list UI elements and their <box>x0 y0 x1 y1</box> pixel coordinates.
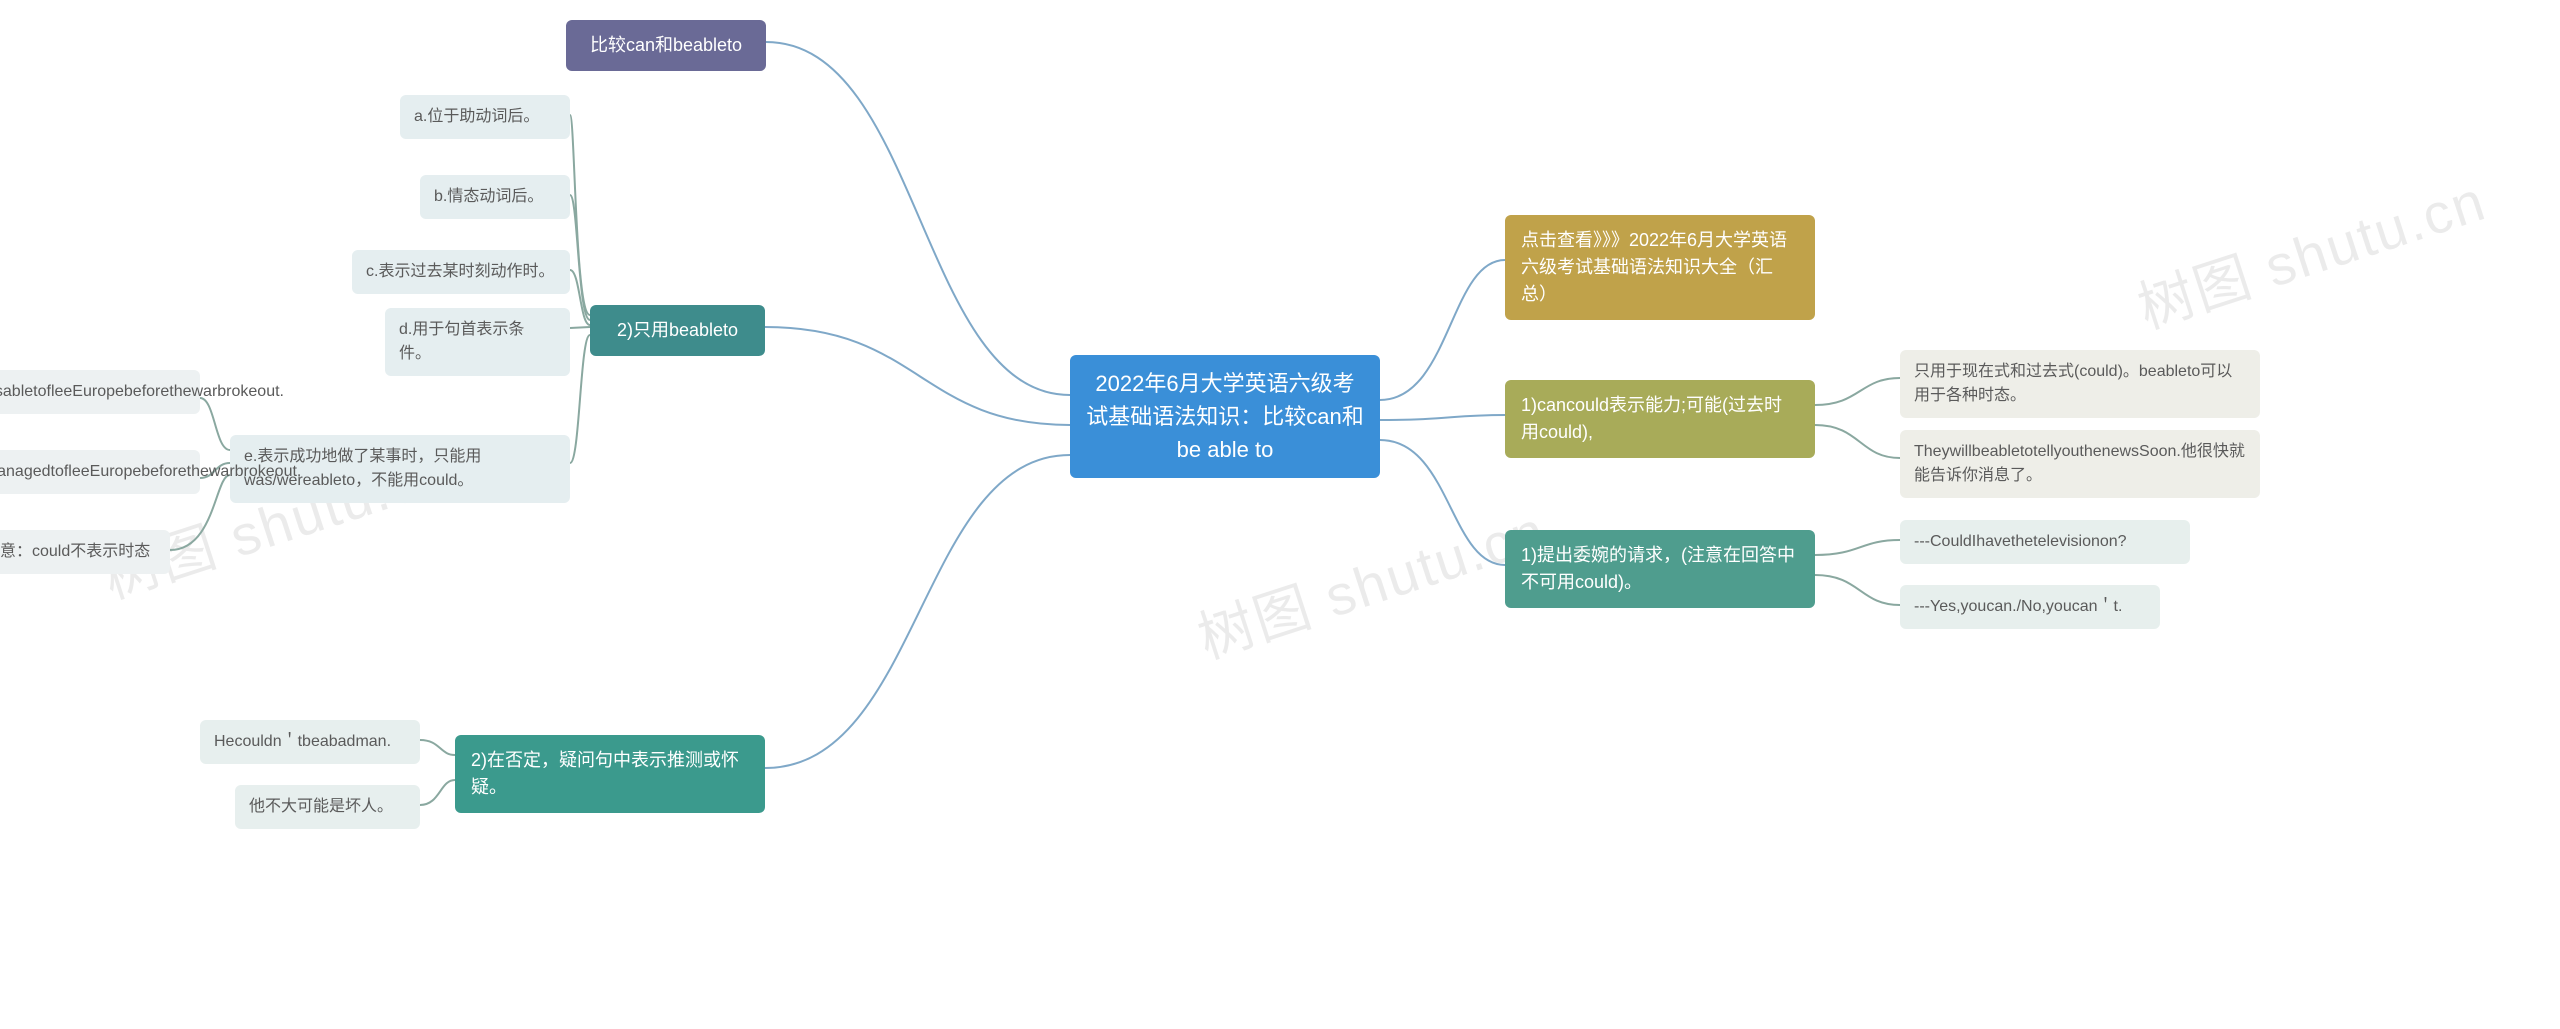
leaf-label: b.情态动词后。 <box>434 188 543 205</box>
leaf-label: c.表示过去某时刻动作时。 <box>366 263 554 280</box>
leaf-r2-0: 只用于现在式和过去式(could)。beableto可以用于各种时态。 <box>1900 350 2260 418</box>
leaf-l2-d: d.用于句首表示条件。 <box>385 308 570 376</box>
branch-label: 2)只用beableto <box>617 320 738 340</box>
leaf-r3-1: ---Yes,youcan./No,youcan＇t. <box>1900 585 2160 629</box>
leaf-label: TheywillbeabletotellyouthenewsSoon.他很快就能… <box>1914 443 2245 484</box>
leaf-l2-e-sub2: 注意：could不表示时态 <box>0 530 170 574</box>
branch-label: 1)提出委婉的请求，(注意在回答中不可用could)。 <box>1521 545 1795 592</box>
watermark: 树图 shutu.cn <box>1186 486 1555 675</box>
leaf-label: Hecouldn＇tbeabadman. <box>214 733 391 750</box>
branch-label: 1)cancould表示能力;可能(过去时用could), <box>1521 395 1782 442</box>
leaf-label: ---CouldIhavethetelevisionon? <box>1914 533 2127 550</box>
leaf-l2-a: a.位于助动词后。 <box>400 95 570 139</box>
connector-layer <box>0 0 2560 1029</box>
leaf-label: 只用于现在式和过去式(could)。beableto可以用于各种时态。 <box>1914 363 2232 404</box>
branch-r1: 点击查看》》》2022年6月大学英语六级考试基础语法知识大全（汇总） <box>1505 215 1815 320</box>
branch-l2: 2)只用beableto <box>590 305 765 356</box>
leaf-l2-e-sub0: HewasabletofleeEuropebeforethewarbrokeou… <box>0 370 200 414</box>
branch-l1: 比较can和beableto <box>566 20 766 71</box>
leaf-label: HewasabletofleeEuropebeforethewarbrokeou… <box>0 383 284 400</box>
leaf-l2-e-sub1: =HemanagedtofleeEuropebeforethewarbrokeo… <box>0 450 200 494</box>
leaf-l2-c: c.表示过去某时刻动作时。 <box>352 250 570 294</box>
root-node: 2022年6月大学英语六级考试基础语法知识：比较can和be able to <box>1070 355 1380 478</box>
branch-l3: 2)在否定，疑问句中表示推测或怀疑。 <box>455 735 765 813</box>
branch-r2: 1)cancould表示能力;可能(过去时用could), <box>1505 380 1815 458</box>
leaf-label: d.用于句首表示条件。 <box>399 321 524 362</box>
leaf-label: a.位于助动词后。 <box>414 108 539 125</box>
watermark: 树图 shutu.cn <box>2126 156 2495 345</box>
leaf-l2-b: b.情态动词后。 <box>420 175 570 219</box>
leaf-r2-1: TheywillbeabletotellyouthenewsSoon.他很快就能… <box>1900 430 2260 498</box>
leaf-label: 他不大可能是坏人。 <box>249 798 393 815</box>
branch-label: 比较can和beableto <box>590 35 742 55</box>
leaf-l3-0: Hecouldn＇tbeabadman. <box>200 720 420 764</box>
leaf-label: 注意：could不表示时态 <box>0 543 150 560</box>
leaf-label: ---Yes,youcan./No,youcan＇t. <box>1914 598 2122 615</box>
branch-label: 2)在否定，疑问句中表示推测或怀疑。 <box>471 750 739 797</box>
root-label: 2022年6月大学英语六级考试基础语法知识：比较can和be able to <box>1086 371 1363 462</box>
branch-r3: 1)提出委婉的请求，(注意在回答中不可用could)。 <box>1505 530 1815 608</box>
branch-label: 点击查看》》》2022年6月大学英语六级考试基础语法知识大全（汇总） <box>1521 230 1787 304</box>
leaf-label: =HemanagedtofleeEuropebeforethewarbrokeo… <box>0 463 301 480</box>
leaf-r3-0: ---CouldIhavethetelevisionon? <box>1900 520 2190 564</box>
leaf-l3-1: 他不大可能是坏人。 <box>235 785 420 829</box>
